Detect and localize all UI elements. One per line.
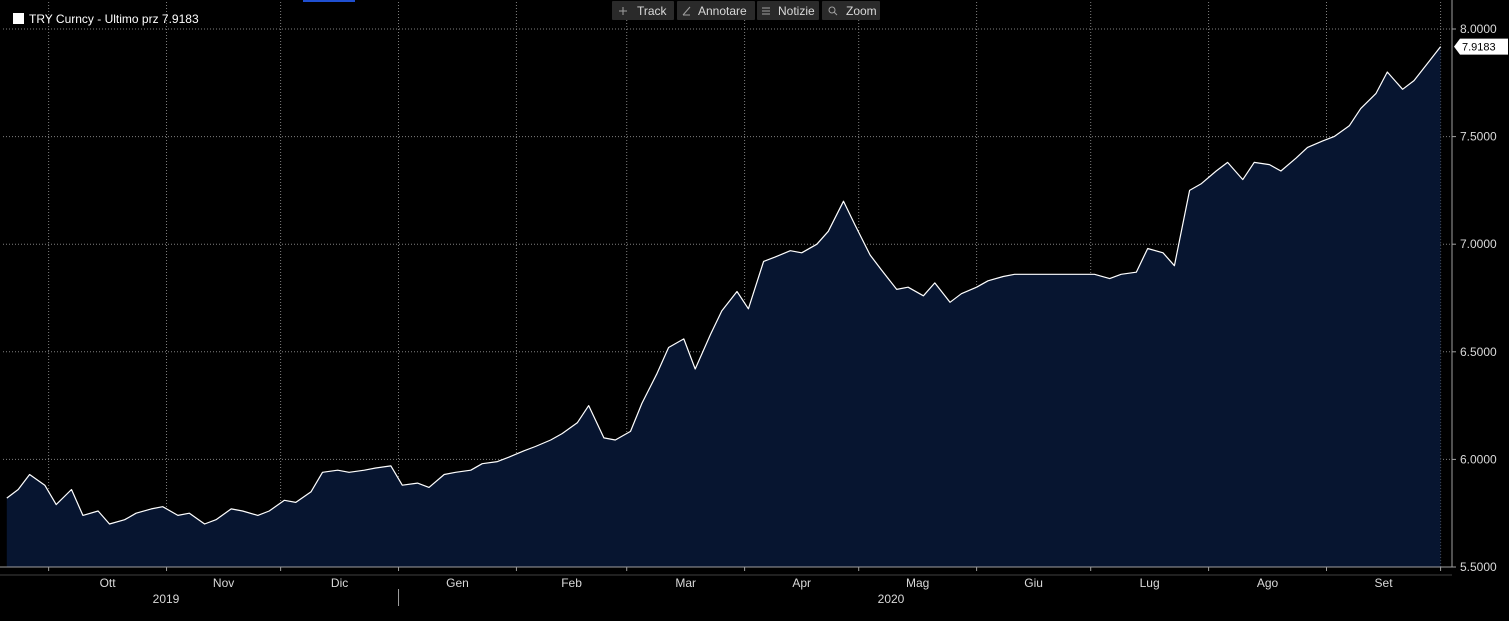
toolbar: Track Annotare Notizie: [612, 1, 880, 20]
y-tick-label: 8.0000: [1460, 22, 1497, 36]
x-month-label: Lug: [1140, 576, 1160, 590]
accent-bar: [303, 0, 355, 2]
news-button[interactable]: Notizie: [757, 1, 819, 20]
area-layer: [6, 46, 1442, 568]
last-price-tag-text: 7.9183: [1462, 42, 1496, 54]
y-tick-label: 7.0000: [1460, 237, 1497, 251]
track-button[interactable]: Track: [612, 1, 674, 20]
y-tick-label: 6.0000: [1460, 452, 1497, 466]
x-year-label: 2020: [878, 592, 905, 606]
last-price-tag-shape: [1454, 38, 1508, 55]
zoom-label: Zoom: [846, 4, 877, 18]
annotate-icon: [682, 6, 691, 16]
annotate-label: Annotare: [698, 4, 747, 18]
track-label: Track: [637, 4, 668, 18]
x-month-label: Ott: [100, 576, 117, 590]
x-month-label: Feb: [561, 576, 582, 590]
news-label: Notizie: [778, 4, 815, 18]
x-month-label: Giu: [1024, 576, 1043, 590]
x-year-label: 2019: [153, 592, 180, 606]
magnifier-icon: [828, 6, 838, 16]
news-icon: [762, 7, 770, 15]
last-price-tag: 7.9183: [1454, 38, 1508, 55]
x-month-label: Mar: [675, 576, 696, 590]
legend-swatch: [13, 13, 24, 24]
x-month-label: Ago: [1257, 576, 1279, 590]
y-tick-label: 5.5000: [1460, 560, 1497, 574]
price-series-line: [6, 46, 1442, 525]
x-month-label: Gen: [446, 576, 469, 590]
x-month-label: Mag: [906, 576, 929, 590]
crosshair-icon: [619, 7, 627, 15]
price-area-fill: [6, 46, 1441, 568]
x-month-label: Dic: [331, 576, 348, 590]
axis-layer: Ott Nov Dic Gen Feb Mar Apr Mag Giu Lug Ago Set 5.50…: [0, 0, 1497, 606]
legend: TRY Curncy - Ultimo prz 7.9183: [13, 12, 199, 26]
x-month-label: Apr: [792, 576, 811, 590]
x-month-label: Set: [1375, 576, 1394, 590]
y-tick-label: 6.5000: [1460, 345, 1497, 359]
y-tick-label: 7.5000: [1460, 130, 1497, 144]
x-month-label: Nov: [213, 576, 234, 590]
legend-text: TRY Curncy - Ultimo prz 7.9183: [29, 12, 199, 26]
zoom-button[interactable]: Zoom: [822, 1, 880, 20]
annotate-button[interactable]: Annotare: [677, 1, 755, 20]
